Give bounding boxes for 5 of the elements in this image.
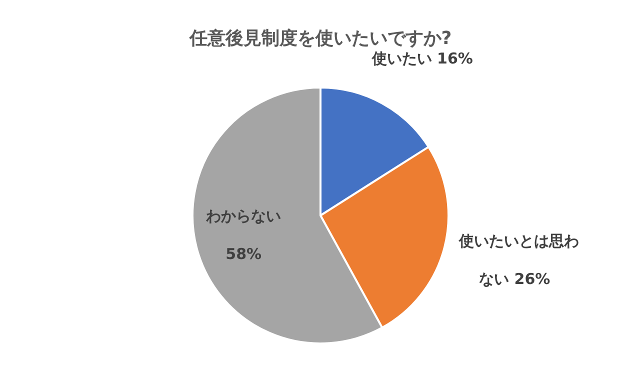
slice-label: わからない (205, 207, 282, 226)
slice-label: 使いたい 16% (370, 49, 473, 68)
data-label: 58% (226, 245, 262, 264)
category-label: 使いたいとは思わない 26% (459, 232, 580, 288)
chart-title: 任意後見制度を使いたいですか? (188, 28, 452, 49)
